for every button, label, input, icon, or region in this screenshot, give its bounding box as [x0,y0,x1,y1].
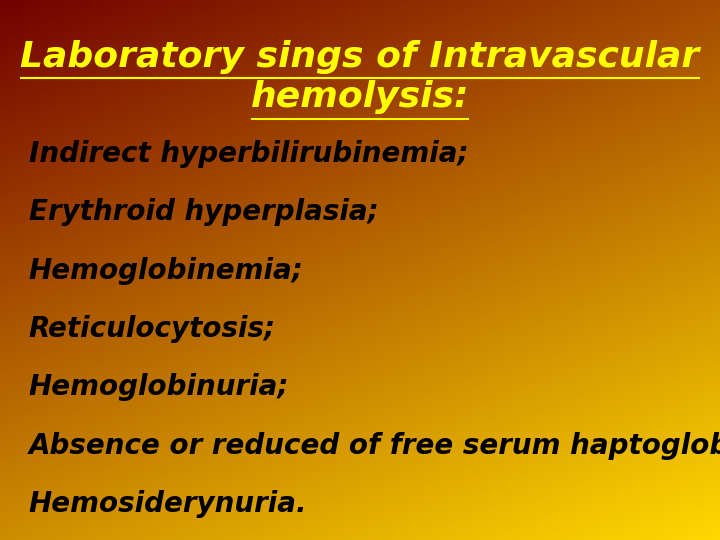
Text: Reticulocytosis;: Reticulocytosis; [29,315,276,343]
Text: Hemosiderynuria.: Hemosiderynuria. [29,490,307,518]
Text: Hemoglobinuria;: Hemoglobinuria; [29,373,289,401]
Text: Absence or reduced of free serum haptoglobin;: Absence or reduced of free serum haptogl… [29,431,720,460]
Text: Laboratory sings of Intravascular: Laboratory sings of Intravascular [20,40,700,73]
Text: hemolysis:: hemolysis: [251,80,469,114]
Text: Indirect hyperbilirubinemia;: Indirect hyperbilirubinemia; [29,140,469,168]
Text: Hemoglobinemia;: Hemoglobinemia; [29,256,304,285]
Text: Erythroid hyperplasia;: Erythroid hyperplasia; [29,198,379,226]
